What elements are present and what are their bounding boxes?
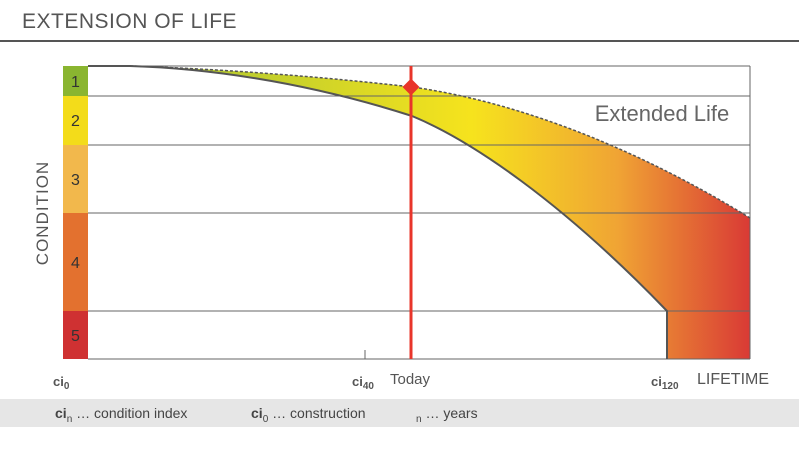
x-tick-ci120: ci120 bbox=[651, 374, 679, 392]
extension-of-life-diagram: 1 2 3 4 5 Extended Life CONDITION ci0 ci… bbox=[33, 65, 769, 392]
extended-life-area bbox=[88, 66, 750, 359]
x-axis-label: LIFETIME bbox=[697, 371, 769, 388]
x-tick-ci40: ci40 bbox=[352, 374, 374, 392]
condition-3-label: 3 bbox=[71, 172, 80, 189]
chart-grid bbox=[88, 65, 751, 360]
legend-years: n … years bbox=[416, 405, 478, 425]
condition-scale: 1 2 3 4 5 bbox=[63, 66, 88, 359]
condition-4-band bbox=[63, 213, 88, 311]
extended-condition-curve bbox=[129, 65, 751, 219]
condition-1-band bbox=[63, 66, 88, 96]
condition-5-band bbox=[63, 311, 88, 359]
title-divider bbox=[0, 40, 799, 42]
condition-2-band bbox=[63, 96, 88, 145]
y-axis-label: CONDITION bbox=[33, 161, 52, 265]
legend-condition-index: cin … condition index bbox=[55, 405, 188, 425]
today-label: Today bbox=[390, 371, 431, 388]
legend-construction: ci0 … construction bbox=[251, 405, 366, 425]
x-tick-ci0: ci0 bbox=[53, 374, 70, 392]
condition-1-label: 1 bbox=[71, 74, 80, 91]
today-marker bbox=[402, 78, 420, 96]
condition-5-label: 5 bbox=[71, 328, 80, 345]
page-title: EXTENSION OF LIFE bbox=[22, 10, 238, 33]
extended-life-label: Extended Life bbox=[595, 101, 730, 126]
condition-2-label: 2 bbox=[71, 113, 80, 130]
condition-4-label: 4 bbox=[71, 255, 80, 272]
condition-3-band bbox=[63, 145, 88, 213]
legend-bar: cin … condition index ci0 … construction… bbox=[0, 399, 799, 427]
